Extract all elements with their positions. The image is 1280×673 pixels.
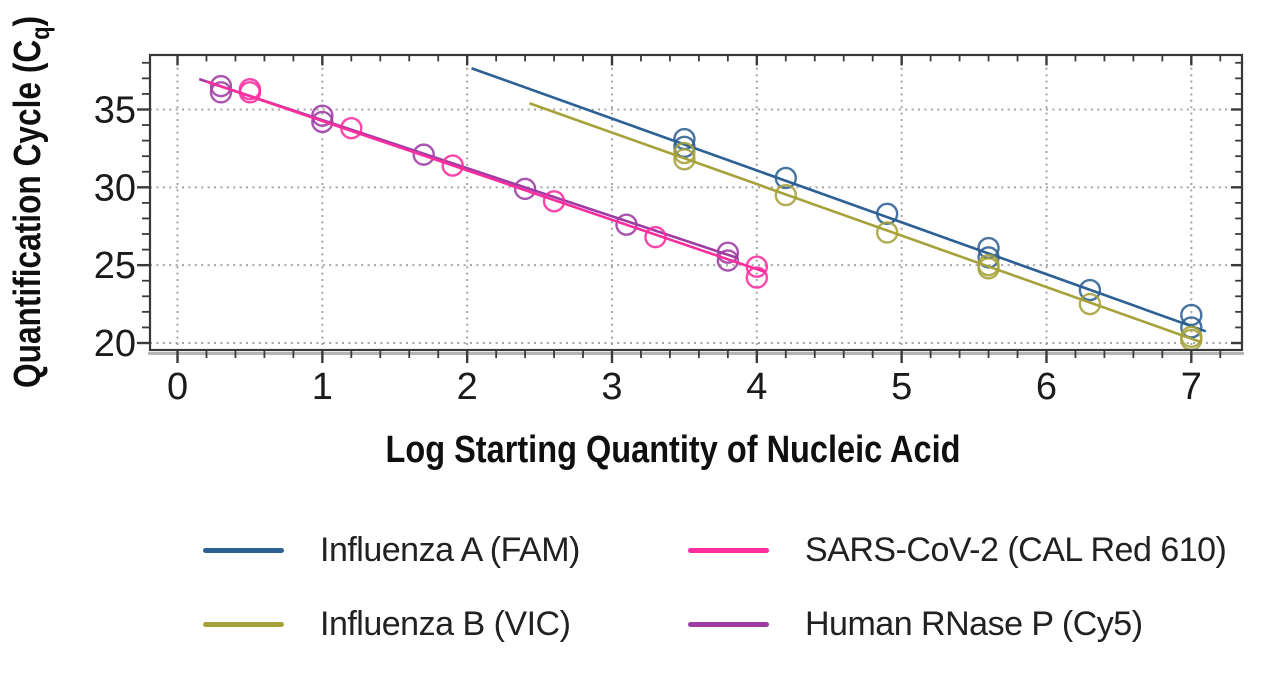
- data-point-influenza-b: [875, 221, 899, 244]
- data-point-human-rnase-p: [716, 249, 740, 272]
- legend-item-influenza-b: Influenza B (VIC): [203, 605, 571, 643]
- data-point-human-rnase-p: [311, 104, 334, 127]
- legend-swatch-human-rnase-p: [688, 621, 769, 627]
- legend-item-sars-cov-2: SARS-CoV-2 (CAL Red 610): [688, 531, 1227, 569]
- legend-label-human-rnase-p: Human RNase P (Cy5): [805, 605, 1143, 643]
- data-point-influenza-a: [875, 202, 899, 225]
- data-point-influenza-a: [673, 135, 696, 159]
- data-point-human-rnase-p: [513, 177, 537, 201]
- data-point-influenza-b: [1078, 292, 1102, 316]
- data-point-sars-cov-2: [238, 81, 262, 104]
- legend-label-influenza-a: Influenza A (FAM): [320, 531, 580, 569]
- legend-swatch-influenza-b: [203, 621, 284, 627]
- data-point-influenza-b: [673, 141, 696, 165]
- x-tick-label: 0: [167, 366, 188, 408]
- x-tick-label: 1: [312, 366, 333, 408]
- x-tick-label: 5: [891, 366, 912, 408]
- data-point-sars-cov-2: [745, 255, 769, 278]
- legend-item-influenza-a: Influenza A (FAM): [203, 531, 580, 569]
- y-tick-label: 35: [94, 89, 136, 131]
- x-tick-label: 3: [601, 366, 622, 408]
- trendline-influenza-a: [471, 67, 1207, 333]
- x-axis-title: Log Starting Quantity of Nucleic Acid: [386, 429, 961, 471]
- legend-swatch-influenza-a: [203, 547, 284, 553]
- data-point-influenza-b: [774, 183, 797, 207]
- x-tick-label: 7: [1181, 366, 1202, 408]
- y-tick-label: 30: [94, 167, 136, 209]
- data-point-influenza-b: [673, 148, 696, 171]
- data-point-sars-cov-2: [441, 154, 464, 177]
- x-tick-label: 4: [746, 366, 767, 408]
- standard-curve-chart: 0 1 2 3 4 5 6 7 20 25 30 35 Log Starting Quantity of…: [7, 16, 1244, 471]
- data-point-influenza-a: [774, 166, 797, 190]
- data-point-human-rnase-p: [412, 143, 435, 166]
- data-point-human-rnase-p: [311, 110, 334, 134]
- data-point-sars-cov-2: [745, 266, 769, 289]
- x-tick-label: 6: [1036, 366, 1057, 408]
- data-point-human-rnase-p: [615, 213, 638, 236]
- x-tick-label: 2: [457, 366, 478, 408]
- data-point-human-rnase-p: [209, 81, 233, 104]
- y-axis-title: Quantification Cycle (Cq): [7, 16, 55, 388]
- legend-swatch-sars-cov-2: [688, 547, 769, 553]
- data-point-influenza-b: [977, 257, 1000, 280]
- y-tick-label: 25: [94, 245, 136, 287]
- legend-label-sars-cov-2: SARS-CoV-2 (CAL Red 610): [805, 531, 1227, 569]
- legend-item-human-rnase-p: Human RNase P (Cy5): [688, 605, 1143, 643]
- data-point-sars-cov-2: [542, 190, 566, 213]
- data-point-human-rnase-p: [716, 241, 740, 264]
- trendline-influenza-b: [529, 102, 1202, 344]
- plot-frame: [148, 53, 1244, 352]
- data-point-influenza-a: [1180, 303, 1203, 327]
- y-tick-label: 20: [94, 323, 136, 365]
- legend-label-influenza-b: Influenza B (VIC): [320, 605, 571, 643]
- data-point-human-rnase-p: [209, 74, 233, 98]
- data-point-influenza-a: [1078, 278, 1102, 302]
- trendline-sars-cov-2: [206, 80, 766, 274]
- data-point-sars-cov-2: [644, 225, 667, 249]
- data-point-sars-cov-2: [340, 116, 363, 140]
